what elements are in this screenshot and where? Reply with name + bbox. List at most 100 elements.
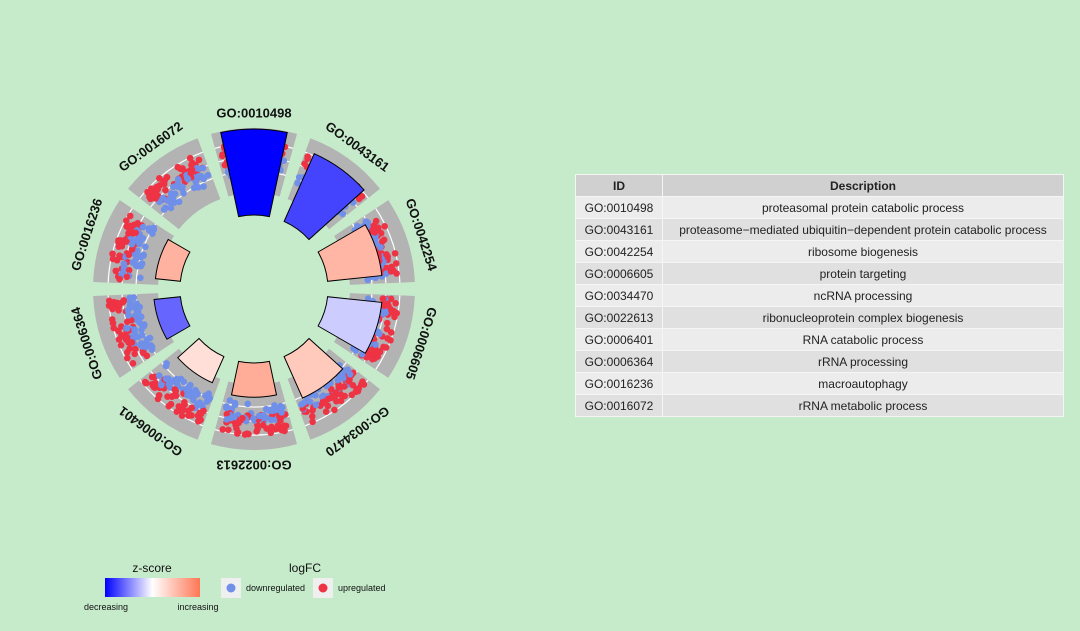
upregulated-point: [254, 425, 262, 432]
downregulated-point: [149, 230, 156, 237]
upregulated-point: [170, 392, 178, 399]
downregulated-point: [179, 183, 186, 191]
upregulated-point: [195, 156, 203, 164]
upregulated-point: [122, 336, 130, 343]
upregulated-point: [337, 397, 345, 405]
downregulated-point: [226, 397, 234, 404]
upregulated-point: [126, 212, 134, 220]
downregulated-point: [134, 333, 142, 341]
downregulated-point: [267, 416, 275, 424]
downregulated-point: [139, 223, 147, 231]
downregulated-point: [244, 400, 252, 408]
legend: z-score decreasing increasing logFC down…: [84, 561, 386, 612]
up-legend-label: upregulated: [338, 583, 386, 593]
downregulated-point: [271, 402, 278, 409]
downregulated-point: [183, 174, 191, 182]
upregulated-point: [189, 159, 196, 167]
downregulated-point: [298, 401, 305, 408]
upregulated-point: [387, 295, 395, 303]
upregulated-point: [194, 417, 202, 425]
go-description-cell: proteasomal protein catabolic process: [662, 196, 1064, 219]
zscore-gradient-bar: [105, 578, 200, 597]
zscore-bar: [317, 224, 383, 282]
downregulated-point: [142, 343, 150, 351]
upregulated-point: [219, 151, 226, 158]
table-row: GO:0042254 ribosome biogenesis: [575, 240, 1064, 263]
table-row: GO:0006364 rRNA processing: [575, 350, 1064, 373]
zscore-legend-title: z-score: [132, 561, 172, 575]
downregulated-point: [382, 309, 389, 317]
upregulated-point: [381, 302, 388, 310]
downregulated-point: [128, 295, 136, 302]
track-gridline: [139, 151, 204, 199]
go-id-cell: GO:0006401: [575, 328, 663, 351]
downregulated-point: [131, 326, 138, 333]
upregulated-point: [117, 237, 124, 244]
upregulated-point: [371, 349, 378, 357]
upregulated-point: [370, 222, 378, 230]
table-row: GO:0016072 rRNA metabolic process: [575, 394, 1064, 417]
upregulated-point: [263, 425, 270, 432]
downregulated-point: [134, 251, 142, 259]
downregulated-point: [377, 244, 384, 251]
downregulated-point: [206, 394, 214, 402]
downregulated-point: [340, 374, 347, 382]
upregulated-point: [391, 250, 399, 257]
downregulated-point: [200, 183, 207, 190]
zscore-bar: [317, 296, 383, 354]
upregulated-point: [359, 378, 366, 386]
go-id-cell: GO:0010498: [575, 196, 663, 219]
downregulated-point: [133, 262, 141, 270]
upregulated-point: [147, 195, 154, 203]
downregulated-point: [155, 372, 163, 379]
go-description-cell: ribosome biogenesis: [662, 240, 1064, 263]
upregulated-point: [381, 223, 388, 230]
go-description-cell: rRNA processing: [662, 350, 1064, 373]
downregulated-point: [136, 240, 143, 248]
downregulated-point: [160, 206, 168, 213]
downregulated-point: [170, 377, 178, 384]
table-row: GO:0022613 ribonucleoprotein complex biog…: [575, 306, 1064, 329]
zscore-low-label: decreasing: [84, 602, 128, 612]
downregulated-point: [256, 412, 263, 420]
upregulated-point: [280, 422, 288, 429]
downregulated-point: [180, 189, 187, 197]
zscore-bars: [153, 128, 383, 399]
downregulated-point: [312, 401, 320, 409]
table-row: GO:0043161 proteasome−mediated ubiquitin−…: [575, 218, 1064, 241]
go-id-cell: GO:0034470: [575, 284, 663, 307]
downregulated-point: [190, 396, 197, 404]
downregulated-point: [278, 409, 285, 416]
upregulated-point: [239, 414, 246, 422]
upregulated-point: [349, 382, 357, 389]
upregulated-point: [109, 319, 117, 327]
upregulated-point: [324, 402, 332, 410]
downregulated-point: [295, 174, 303, 181]
upregulated-point: [129, 360, 137, 367]
upregulated-point: [118, 331, 125, 339]
go-description-cell: protein targeting: [662, 262, 1064, 285]
downregulated-point: [177, 375, 185, 383]
downregulated-point: [164, 197, 171, 204]
downregulated-point: [223, 416, 231, 423]
downregulated-point: [138, 326, 145, 334]
upregulated-point: [322, 408, 330, 415]
upregulated-point: [219, 426, 227, 433]
downregulated-point: [136, 319, 143, 327]
down-key-dot: [226, 583, 236, 593]
zscore-bar: [230, 360, 278, 398]
upregulated-point: [171, 386, 179, 393]
downregulated-point: [128, 240, 136, 248]
downregulated-point: [120, 260, 128, 268]
downregulated-point: [124, 306, 132, 314]
downregulated-point: [133, 309, 141, 317]
zscore-bar: [153, 296, 191, 340]
upregulated-point: [188, 404, 196, 412]
down-legend-label: downregulated: [246, 583, 305, 593]
upregulated-point: [277, 414, 284, 422]
downregulated-point: [138, 260, 146, 268]
downregulated-point: [162, 375, 170, 383]
upregulated-point: [333, 397, 340, 405]
downregulated-point: [222, 404, 230, 412]
table-row: GO:0006401 RNA catabolic process: [575, 328, 1064, 351]
